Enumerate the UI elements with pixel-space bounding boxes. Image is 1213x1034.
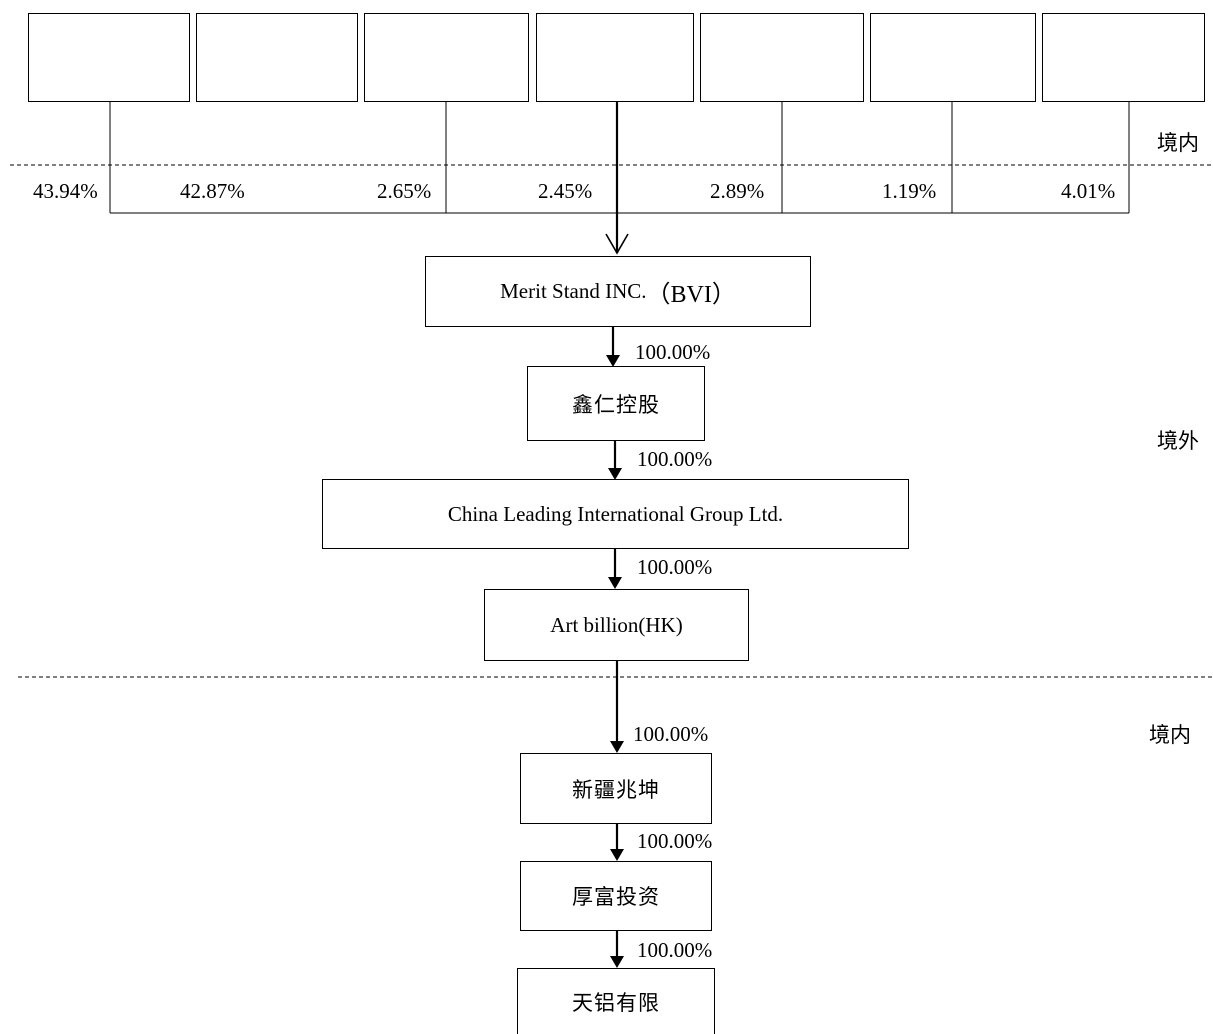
zone-label-domestic-top: 境内 xyxy=(1157,131,1199,155)
ownership-pct-tianlv: 100.00% xyxy=(637,938,713,962)
ownership-pct-art-billion: 100.00% xyxy=(637,555,713,579)
entity-houfu-investment: 厚富投资 xyxy=(520,861,712,931)
entity-xinjiang-zhaokun: 新疆兆坤 xyxy=(520,753,712,824)
shareholder-box-5 xyxy=(700,13,864,102)
entity-merit-stand-name: Merit Stand INC. xyxy=(500,279,647,303)
ownership-pct-china-leading: 100.00% xyxy=(637,447,713,471)
shareholder-box-2 xyxy=(196,13,358,102)
shareholder-pct-3: 2.65% xyxy=(377,179,432,203)
shareholder-pct-1: 43.94% xyxy=(33,179,98,203)
entity-tianlv-limited: 天铝有限 xyxy=(517,968,715,1034)
shareholder-pct-7: 4.01% xyxy=(1061,179,1116,203)
entity-china-leading: China Leading International Group Ltd. xyxy=(322,479,909,549)
shareholder-pct-4: 2.45% xyxy=(538,179,593,203)
zone-label-offshore: 境外 xyxy=(1157,429,1199,453)
shareholder-pct-6: 1.19% xyxy=(882,179,937,203)
entity-merit-stand-suffix: （BVI） xyxy=(646,282,736,308)
shareholder-box-6 xyxy=(870,13,1036,102)
zone-label-domestic-bottom: 境内 xyxy=(1149,723,1191,747)
ownership-pct-xinren: 100.00% xyxy=(635,340,711,364)
shareholder-box-1 xyxy=(28,13,190,102)
shareholder-pct-5: 2.89% xyxy=(710,179,765,203)
shareholder-pct-2: 42.87% xyxy=(180,179,245,203)
entity-art-billion: Art billion(HK) xyxy=(484,589,749,661)
ownership-pct-xinjiang-zhaokun: 100.00% xyxy=(633,722,709,746)
ownership-pct-houfu: 100.00% xyxy=(637,829,713,853)
shareholder-box-3 xyxy=(364,13,529,102)
shareholder-box-4 xyxy=(536,13,694,102)
shareholder-box-7 xyxy=(1042,13,1205,102)
entity-xinren-holding: 鑫仁控股 xyxy=(527,366,705,441)
entity-merit-stand: Merit Stand INC. （BVI） xyxy=(425,256,811,327)
